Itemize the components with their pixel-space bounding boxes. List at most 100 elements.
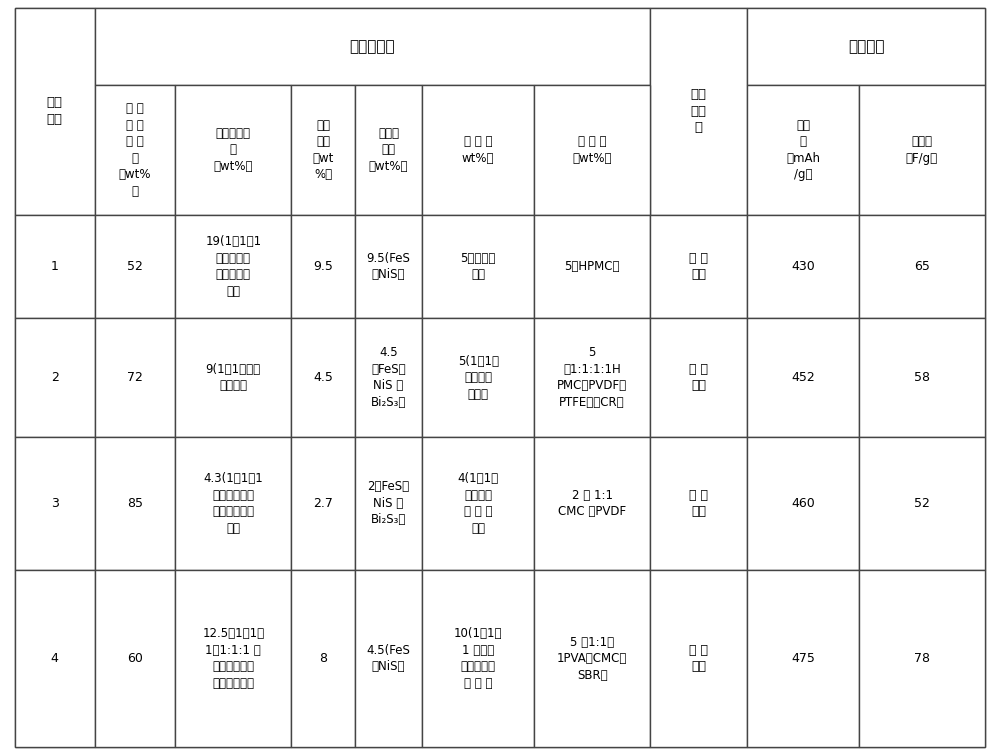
Bar [95, 570, 175, 747]
Bar [354, 319, 422, 436]
Bar [15, 319, 95, 436]
Text: 452: 452 [791, 371, 815, 384]
Text: 58: 58 [914, 371, 930, 384]
Bar [15, 436, 95, 570]
Bar [534, 319, 650, 436]
Bar [354, 214, 422, 319]
Bar [747, 436, 859, 570]
Bar [15, 8, 95, 214]
Bar [175, 570, 291, 747]
Bar [95, 436, 175, 570]
Bar [95, 214, 175, 319]
Bar [15, 214, 95, 319]
Bar [175, 319, 291, 436]
Bar [650, 8, 747, 214]
Bar [175, 436, 291, 570]
Bar [747, 319, 859, 436]
Text: 12.5（1：1：
1：1:1:1 碳
黑、活性炭、
碳纳米管、碳: 12.5（1：1： 1：1:1:1 碳 黑、活性炭、 碳纳米管、碳 [202, 627, 264, 690]
Text: 5(1：1乙
炔碳黑、
石墨）: 5(1：1乙 炔碳黑、 石墨） [458, 355, 499, 400]
Text: 4: 4 [51, 652, 59, 665]
Text: 4(1：1乙
炔碳黑、
亚 氧 化
钛）: 4(1：1乙 炔碳黑、 亚 氧 化 钛） [458, 472, 499, 535]
Bar [422, 214, 534, 319]
Bar [354, 85, 422, 214]
Text: 5（亚氧化
钛）: 5（亚氧化 钛） [460, 251, 496, 282]
Text: 高比表面碳
粉
（wt%）: 高比表面碳 粉 （wt%） [213, 127, 253, 173]
Bar [859, 85, 985, 214]
Bar [534, 436, 650, 570]
Text: 金属硫
化物
（wt%）: 金属硫 化物 （wt%） [369, 127, 408, 173]
Bar [859, 319, 985, 436]
Text: 460: 460 [791, 497, 815, 510]
Text: 均 匀
分散: 均 匀 分散 [689, 362, 708, 393]
Bar [291, 214, 354, 319]
Text: 导 电 剂
wt%）: 导 电 剂 wt%） [462, 135, 494, 165]
Bar [15, 570, 95, 747]
Text: 85: 85 [127, 497, 143, 510]
Bar [534, 85, 650, 214]
Text: 比电容
（F/g）: 比电容 （F/g） [906, 135, 938, 165]
Bar [175, 214, 291, 319]
Bar [175, 85, 291, 214]
Bar [534, 214, 650, 319]
Text: 65: 65 [914, 260, 930, 273]
Text: 4.5(FeS
、NiS）: 4.5(FeS 、NiS） [367, 644, 410, 673]
Text: 9(1：1碳黑、
活性炭）: 9(1：1碳黑、 活性炭） [206, 362, 261, 393]
Text: 粘 接 剂
（wt%）: 粘 接 剂 （wt%） [572, 135, 612, 165]
Text: 9.5(FeS
、NiS）: 9.5(FeS 、NiS） [367, 251, 410, 282]
Text: 78: 78 [914, 652, 930, 665]
Text: 4.5: 4.5 [313, 371, 333, 384]
Text: 2（FeS、
NiS 、
Bi₂S₃）: 2（FeS、 NiS 、 Bi₂S₃） [367, 480, 410, 526]
Bar [859, 570, 985, 747]
Bar [747, 570, 859, 747]
Bar [422, 570, 534, 747]
Text: 9.5: 9.5 [313, 260, 333, 273]
Text: 5
（1:1:1:1H
PMC、PVDF、
PTFE、、CR）: 5 （1:1:1:1H PMC、PVDF、 PTFE、、CR） [557, 347, 627, 408]
Bar [291, 436, 354, 570]
Bar [291, 319, 354, 436]
Bar [422, 85, 534, 214]
Text: 2.7: 2.7 [313, 497, 333, 510]
Text: 2 （ 1:1
CMC 、PVDF: 2 （ 1:1 CMC 、PVDF [558, 488, 626, 518]
Text: 比容
量
（mAh
/g）: 比容 量 （mAh /g） [786, 119, 820, 181]
Bar [354, 570, 422, 747]
Bar [95, 319, 175, 436]
Text: 电极性能: 电极性能 [848, 39, 884, 54]
Text: 52: 52 [127, 260, 143, 273]
Text: 实施
例号: 实施 例号 [47, 97, 63, 126]
Text: 60: 60 [127, 652, 143, 665]
Text: 1: 1 [51, 260, 59, 273]
Bar [650, 319, 747, 436]
Bar [650, 570, 747, 747]
Text: 4.5
（FeS、
NiS 、
Bi₂S₃）: 4.5 （FeS、 NiS 、 Bi₂S₃） [371, 347, 406, 408]
Bar [291, 570, 354, 747]
Bar [747, 214, 859, 319]
Bar [747, 85, 859, 214]
Text: 铁电极配方: 铁电极配方 [350, 39, 395, 54]
Bar [422, 436, 534, 570]
Text: 均 匀
分散: 均 匀 分散 [689, 488, 708, 518]
Bar [859, 436, 985, 570]
Bar [534, 570, 650, 747]
Text: 52: 52 [914, 497, 930, 510]
Text: 碳复
合方
式: 碳复 合方 式 [691, 88, 707, 134]
Text: 10(1：1：
1 乙炔碳
黑、石墨、
亚 氧 化: 10(1：1： 1 乙炔碳 黑、石墨、 亚 氧 化 [454, 627, 502, 690]
Bar [747, 8, 985, 85]
Bar [859, 214, 985, 319]
Bar [95, 8, 650, 85]
Bar [354, 436, 422, 570]
Bar [650, 214, 747, 319]
Text: 均 匀
分散: 均 匀 分散 [689, 644, 708, 673]
Bar [650, 436, 747, 570]
Text: 电 活
性 物
质 主
相
（wt%
）: 电 活 性 物 质 主 相 （wt% ） [119, 102, 151, 198]
Text: 镍氧
化物
（wt
%）: 镍氧 化物 （wt %） [312, 119, 334, 181]
Bar [291, 85, 354, 214]
Text: 5（HPMC）: 5（HPMC） [564, 260, 620, 273]
Bar [95, 85, 175, 214]
Text: 19(1：1：1
碳黑、活性
炭、碳纳米
管）: 19(1：1：1 碳黑、活性 炭、碳纳米 管） [205, 236, 261, 297]
Text: 5 （1:1：
1PVA、CMC、
SBR）: 5 （1:1： 1PVA、CMC、 SBR） [557, 636, 627, 682]
Text: 3: 3 [51, 497, 59, 510]
Text: 8: 8 [319, 652, 327, 665]
Text: 475: 475 [791, 652, 815, 665]
Text: 4.3(1：1：1
碳黑、碳纳米
纤维、碳气凝
胶）: 4.3(1：1：1 碳黑、碳纳米 纤维、碳气凝 胶） [203, 472, 263, 535]
Text: 430: 430 [791, 260, 815, 273]
